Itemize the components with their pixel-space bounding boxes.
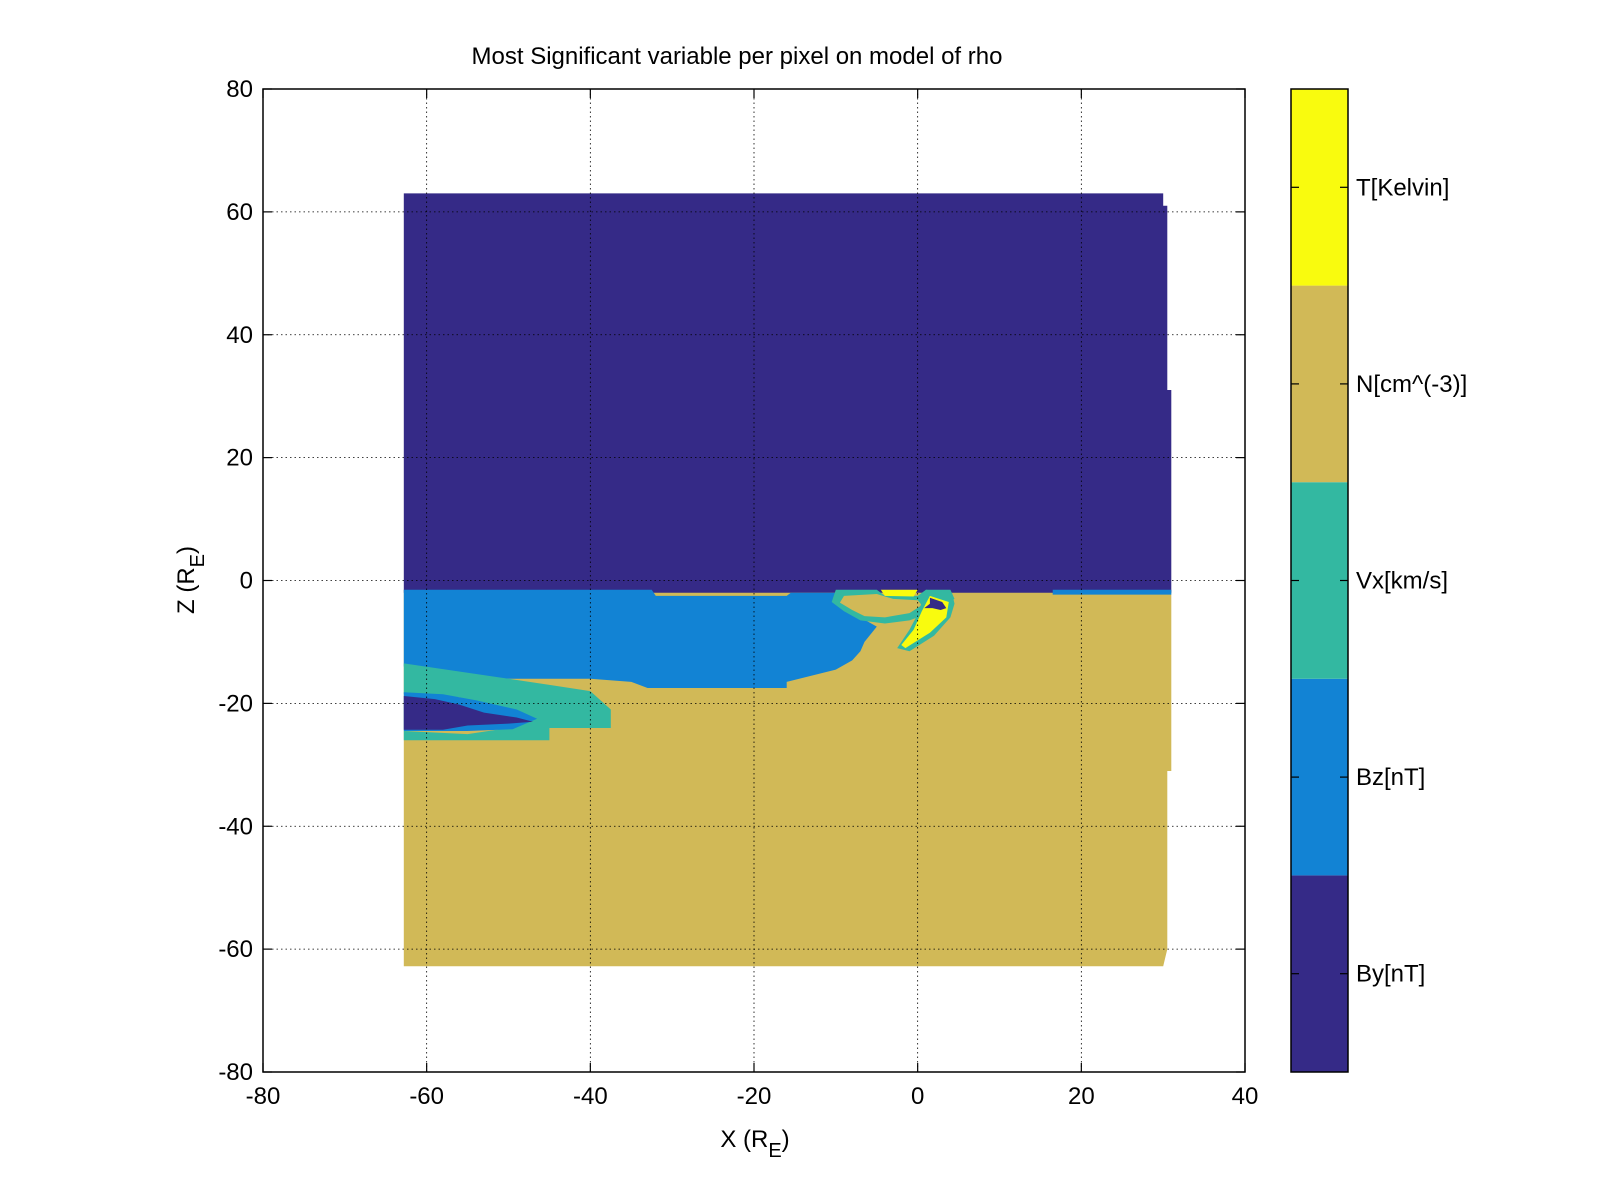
y-tick-label: 60 bbox=[226, 199, 253, 226]
x-tick-label: -60 bbox=[409, 1083, 444, 1110]
x-axis-label: X (RE) bbox=[720, 1126, 789, 1162]
colorbar-label: Bz[nT] bbox=[1356, 764, 1425, 791]
region-by-nt-11 bbox=[924, 597, 947, 610]
y-tick-label: -20 bbox=[218, 690, 253, 717]
region-n-cm-3-0 bbox=[403, 589, 1172, 967]
y-tick-label: 0 bbox=[240, 568, 253, 595]
y-tick-labels: -80 -60 -40 -20 0 20 40 60 80 bbox=[218, 76, 253, 1086]
region-vx-km-s-3 bbox=[403, 663, 611, 741]
colorbar-label: Vx[km/s] bbox=[1356, 568, 1448, 595]
x-tick-labels: -80 -60 -40 -20 0 20 40 bbox=[246, 1083, 1259, 1110]
colorbar-segment-n-cm-3 bbox=[1291, 285, 1348, 483]
regions-layer bbox=[403, 193, 1172, 967]
chart-title: Most Significant variable per pixel on m… bbox=[472, 43, 1003, 70]
grid-layer bbox=[263, 89, 1245, 1072]
x-axis-label-main: X (R bbox=[720, 1126, 768, 1153]
region-by-nt-1 bbox=[403, 193, 1172, 593]
y-tick-label: -80 bbox=[218, 1059, 253, 1086]
x-tick-label: 0 bbox=[911, 1083, 924, 1110]
y-tick-label: -40 bbox=[218, 813, 253, 840]
y-axis-label-subscript: E bbox=[187, 554, 209, 567]
y-tick-label: -60 bbox=[218, 936, 253, 963]
colorbar-labels: By[nT] Bz[nT] Vx[km/s] N[cm^(-3)] T[Kelvin] bbox=[1356, 174, 1467, 987]
ticks-layer bbox=[262, 88, 1246, 1073]
x-tick-label: -40 bbox=[573, 1083, 608, 1110]
colorbar-label: N[cm^(-3)] bbox=[1356, 371, 1467, 398]
plot-area bbox=[262, 88, 1246, 1073]
y-axis-label: Z (RE) bbox=[173, 546, 209, 614]
x-tick-label: 40 bbox=[1232, 1083, 1259, 1110]
y-axis-label-close: ) bbox=[173, 546, 200, 554]
region-bz-nt-12 bbox=[1052, 589, 1172, 595]
y-tick-label: 20 bbox=[226, 445, 253, 472]
colorbar-segment-t-kelvin bbox=[1291, 89, 1348, 286]
colorbar-segment-by-nt bbox=[1291, 875, 1348, 1072]
colorbar-ticks bbox=[1291, 186, 1348, 975]
region-by-nt-5 bbox=[403, 696, 533, 730]
colorbar-segment-vx-km-s bbox=[1291, 482, 1348, 679]
colorbar-label: By[nT] bbox=[1356, 961, 1425, 988]
colorbar: By[nT] Bz[nT] Vx[km/s] N[cm^(-3)] T[Kelvin] bbox=[1290, 88, 1467, 1073]
region-bz-nt-2 bbox=[403, 589, 877, 688]
colorbar-segments bbox=[1291, 89, 1348, 1072]
y-tick-label: 80 bbox=[226, 76, 253, 103]
x-axis-label-subscript: E bbox=[768, 1140, 781, 1162]
y-tick-label: 40 bbox=[226, 322, 253, 349]
colorbar-segment-bz-nt bbox=[1291, 678, 1348, 876]
x-tick-label: -80 bbox=[246, 1083, 281, 1110]
region-n-cm-3-7 bbox=[839, 594, 922, 618]
x-tick-label: 20 bbox=[1068, 1083, 1095, 1110]
region-t-kelvin-8 bbox=[880, 589, 918, 597]
x-tick-label: -20 bbox=[737, 1083, 772, 1110]
colorbar-label: T[Kelvin] bbox=[1356, 174, 1449, 201]
x-axis-label-close: ) bbox=[782, 1126, 790, 1153]
y-axis-label-main: Z (R bbox=[173, 567, 200, 614]
